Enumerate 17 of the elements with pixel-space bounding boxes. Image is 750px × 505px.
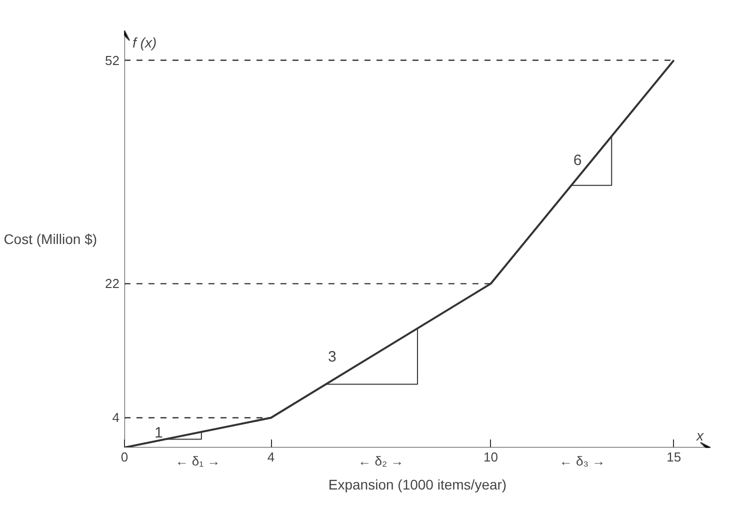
annotation: 1 — [154, 424, 163, 442]
x-axis-title: Expansion (1000 items/year) — [328, 476, 507, 492]
annotation: 6 — [573, 152, 582, 169]
y-tick-label: 52 — [105, 52, 120, 68]
text: ← δ₂ → — [358, 454, 404, 468]
x-tick-label: 10 — [484, 450, 498, 464]
text: ← δ₃ → — [559, 454, 606, 468]
text: ← δ₁ → — [175, 454, 220, 468]
y-tick-label: 22 — [105, 276, 120, 292]
x-tick-label: 15 — [666, 450, 682, 464]
x-tick-label: 4 — [267, 450, 275, 464]
y-axis-title: Cost (Million $) — [4, 231, 98, 247]
x-tick-label: 0 — [120, 450, 128, 464]
annotation: x — [696, 428, 704, 444]
annotation: 3 — [328, 348, 336, 366]
annotation: f (x) — [132, 34, 157, 50]
y-tick-label: 4 — [112, 410, 120, 426]
